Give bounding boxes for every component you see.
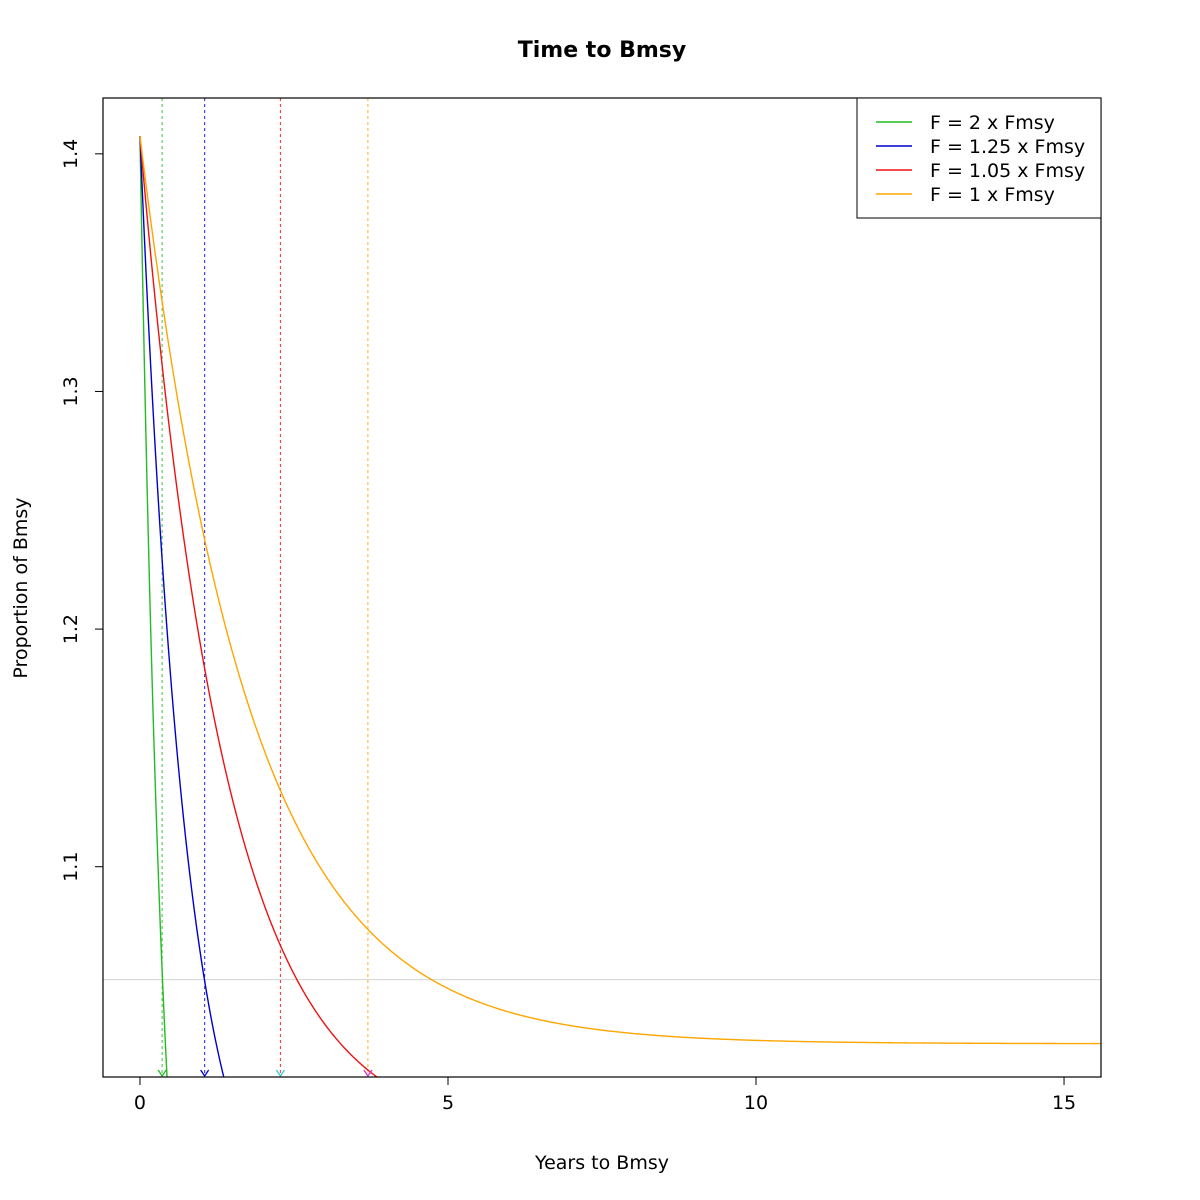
plot-content [103,98,1101,1077]
chart-title: Time to Bmsy [518,38,686,63]
x-tick-label-5: 5 [442,1092,454,1114]
x-axis: 0 5 10 15 [134,1077,1076,1114]
y-axis-label: Proportion of Bmsy [10,497,32,678]
time-marker-1 [157,1069,167,1078]
series-line-1 [139,136,168,1077]
y-axis: 1.1 1.2 1.3 1.4 [60,139,103,882]
time-marker-3 [275,1069,285,1078]
x-tick-label-15: 15 [1052,1092,1076,1114]
legend-label-4: F = 1 x Fmsy [930,184,1055,206]
legend-label-1: F = 2 x Fmsy [930,112,1055,134]
x-tick-label-10: 10 [744,1092,768,1114]
y-tick-label-1.3: 1.3 [60,376,82,406]
series-line-3 [139,135,379,1077]
y-tick-label-1.1: 1.1 [60,852,82,882]
series-line-2 [139,135,225,1077]
time-marker-2 [200,1069,210,1078]
plot-area [103,98,1101,1078]
series-line-4 [139,135,1101,1045]
legend-label-2: F = 1.25 x Fmsy [930,136,1085,158]
y-tick-label-1.2: 1.2 [60,614,82,644]
y-tick-label-1.4: 1.4 [60,139,82,169]
plot-frame [102,97,1102,1078]
time-marker-4 [363,1069,373,1078]
legend-label-3: F = 1.05 x Fmsy [930,160,1085,182]
x-tick-label-0: 0 [134,1092,146,1114]
x-axis-label: Years to Bmsy [534,1152,669,1174]
legend-box [856,97,1102,219]
